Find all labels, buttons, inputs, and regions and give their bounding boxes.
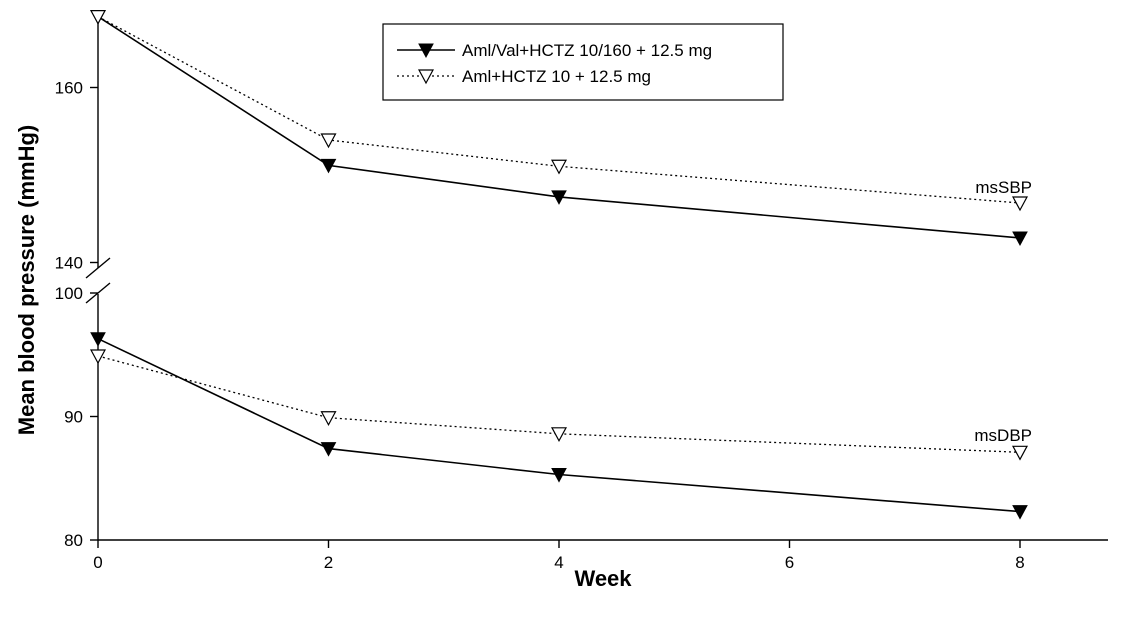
annotation-sbp: msSBP — [975, 178, 1032, 197]
data-point-lower-aml-hctz — [89, 349, 107, 365]
annotation-dbp: msDBP — [974, 426, 1032, 445]
legend-label-aml-val-hctz: Aml/Val+HCTZ 10/160 + 12.5 mg — [462, 41, 712, 60]
data-point-lower-aml-val-hctz — [1012, 505, 1028, 520]
x-tick-label: 0 — [93, 553, 102, 572]
legend-marker-open-triangle — [417, 69, 435, 85]
data-point-lower-aml-hctz — [1011, 445, 1029, 461]
y-tick-label: 100 — [55, 284, 83, 303]
data-point-upper-aml-hctz — [320, 133, 337, 149]
data-point-lower-aml-hctz — [320, 411, 337, 427]
y-tick-label: 80 — [64, 531, 83, 550]
data-point-upper-aml-hctz — [89, 10, 107, 25]
data-point-lower-aml-hctz — [550, 427, 568, 443]
data-point-lower-aml-val-hctz — [551, 468, 567, 483]
data-point-upper-aml-val-hctz — [1012, 231, 1028, 247]
x-tick-label: 4 — [554, 553, 563, 572]
x-axis-title: Week — [574, 566, 632, 591]
data-point-upper-aml-hctz — [1011, 196, 1029, 212]
data-point-upper-aml-hctz — [550, 159, 568, 175]
y-tick-label: 90 — [64, 408, 83, 427]
y-tick-label: 140 — [55, 254, 83, 273]
data-point-lower-aml-val-hctz — [90, 332, 106, 347]
series-line-lower-aml-val-hctz — [97, 337, 1021, 513]
x-tick-label: 2 — [324, 553, 333, 572]
data-point-upper-aml-val-hctz — [320, 158, 337, 174]
data-point-upper-aml-val-hctz — [551, 190, 567, 205]
y-ticks: 140 160 80 90 100 — [55, 79, 98, 550]
x-ticks: 0 2 4 6 8 — [93, 540, 1025, 572]
axis-break-mark-top — [85, 257, 111, 279]
series-line-upper-aml-hctz — [97, 16, 1021, 204]
series-line-lower-aml-hctz — [97, 355, 1021, 453]
x-tick-label: 8 — [1015, 553, 1024, 572]
legend: Aml/Val+HCTZ 10/160 + 12.5 mg Aml+HCTZ 1… — [382, 23, 784, 101]
series-layer — [89, 10, 1029, 520]
legend-marker-filled-triangle — [418, 43, 434, 59]
x-tick-label: 6 — [785, 553, 794, 572]
series-line-upper-aml-val-hctz — [97, 15, 1021, 239]
data-point-lower-aml-val-hctz — [320, 442, 337, 457]
y-tick-label: 160 — [55, 79, 83, 98]
y-axis-title: Mean blood pressure (mmHg) — [14, 125, 39, 435]
legend-label-aml-hctz: Aml+HCTZ 10 + 12.5 mg — [462, 67, 651, 86]
legend-box — [382, 23, 784, 101]
